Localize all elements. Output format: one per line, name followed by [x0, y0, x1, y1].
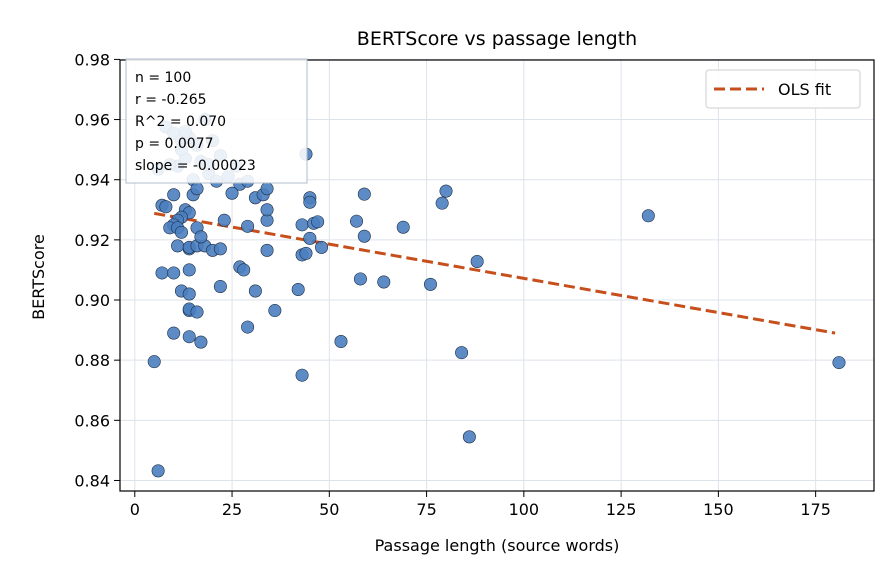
scatter-point-55 [171, 239, 185, 253]
stats-line-n: n = 100 [135, 70, 191, 86]
scatter-point-65 [315, 240, 329, 254]
scatter-point-68 [167, 266, 181, 280]
scatter-point-31 [435, 196, 449, 210]
scatter-point-69 [182, 263, 196, 277]
y-axis-label: BERTScore [29, 234, 48, 320]
scatter-point-67 [155, 266, 169, 280]
x-tick-label: 175 [800, 500, 831, 519]
x-tick-label: 75 [416, 500, 436, 519]
scatter-point-52 [357, 229, 371, 243]
legend: OLS fit [705, 69, 861, 109]
grid [120, 58, 874, 491]
scatter-point-54 [641, 209, 655, 223]
scatter-point-83 [268, 304, 282, 318]
x-tick-label: 25 [222, 500, 242, 519]
scatter-point-28 [303, 195, 317, 209]
scatter-point-61 [213, 242, 227, 256]
scatter-point-72 [353, 272, 367, 286]
legend-frame [705, 69, 861, 109]
scatter-point-47 [295, 218, 309, 232]
y-tick-label: 0.96 [74, 111, 110, 130]
x-axis-label: Passage length (source words) [375, 536, 620, 555]
x-tick-label: 150 [703, 500, 734, 519]
ols-fit-line [153, 211, 836, 335]
scatter-point-82 [190, 305, 204, 319]
scatter-point-95 [194, 230, 208, 244]
scatter-point-79 [291, 282, 305, 296]
scatter-point-30 [439, 184, 453, 198]
scatter-point-22 [190, 182, 204, 196]
scatter-point-73 [377, 275, 391, 289]
stats-box-frame [125, 58, 308, 184]
scatter-point-76 [182, 287, 196, 301]
scatter-point-94 [151, 464, 165, 478]
scatter-point-71 [237, 263, 251, 277]
scatter-point-88 [334, 335, 348, 349]
scatter-point-86 [182, 330, 196, 344]
scatter-point-26 [260, 182, 274, 196]
scatter-point-62 [260, 243, 274, 257]
scatter-point-44 [241, 219, 255, 233]
stats-line-slope: slope = -0.00023 [135, 158, 256, 174]
scatter-point-84 [241, 320, 255, 334]
stats-box: n = 100 r = -0.265 R^2 = 0.070 p = 0.007… [125, 58, 308, 184]
scatter-point-41 [174, 225, 188, 239]
stats-line-r2: R^2 = 0.070 [135, 114, 226, 130]
scatter-point-78 [248, 284, 262, 298]
x-tick-label: 0 [130, 500, 140, 519]
scatter-point-20 [167, 188, 181, 202]
scatter-point-74 [423, 277, 437, 291]
y-tick-label: 0.88 [74, 351, 110, 370]
scatter-point-50 [303, 231, 317, 245]
x-tick-label: 125 [606, 500, 637, 519]
y-tick-label: 0.84 [74, 471, 110, 490]
scatter-point-64 [299, 246, 313, 260]
x-tick-label: 100 [509, 500, 540, 519]
scatter-point-53 [396, 220, 410, 234]
legend-label-ols: OLS fit [778, 80, 831, 99]
y-tick-label: 0.98 [74, 50, 110, 69]
chart-title: BERTScore vs passage length [357, 28, 637, 50]
axes: 0 25 50 75 100 125 150 175 0.84 0.86 0.88 0.90 0.92 0… [74, 50, 875, 519]
scatter-point-85 [167, 326, 181, 340]
y-tick-label: 0.86 [74, 411, 110, 430]
scatter-point-92 [295, 368, 309, 382]
scatter-point-51 [350, 214, 364, 228]
stats-line-r: r = -0.265 [135, 92, 207, 108]
x-tick-label: 50 [319, 500, 339, 519]
scatter-point-29 [357, 187, 371, 201]
y-tick-label: 0.94 [74, 171, 110, 190]
scatter-point-93 [462, 430, 476, 444]
scatter-point-49 [311, 215, 325, 229]
scatter-point-91 [832, 356, 846, 370]
y-tick-label: 0.90 [74, 291, 110, 310]
y-tick-label: 0.92 [74, 231, 110, 250]
scatter-point-90 [147, 355, 161, 369]
scatter-point-89 [455, 346, 469, 360]
scatter-point-23 [225, 186, 239, 200]
scatter-point-43 [217, 213, 231, 227]
fit-line-layer [153, 211, 836, 335]
scatter-point-66 [470, 255, 484, 269]
stats-line-p: p = 0.0077 [135, 136, 214, 152]
plot-frame [119, 59, 875, 492]
scatter-point-87 [194, 335, 208, 349]
scatter-point-77 [213, 279, 227, 293]
scatter-point-33 [159, 200, 173, 214]
scatter-point-46 [260, 203, 274, 217]
